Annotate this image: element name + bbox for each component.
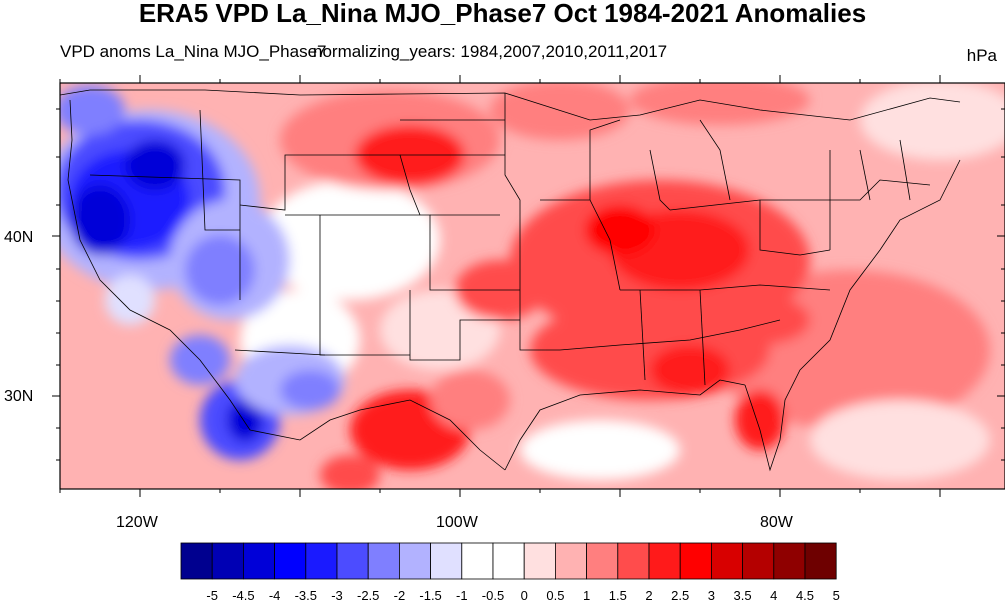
colorbar-swatch [398, 542, 431, 580]
colorbar-swatch [773, 542, 806, 580]
anomaly-field [60, 83, 1005, 489]
colorbar: -5 -4.5 -4 -3.5 -3 -2.5 -2 -1.5 -1 -0.5 0 0.5 1 1.5 2 2… [180, 542, 840, 603]
colorbar-swatch [679, 542, 712, 580]
colorbar-swatch [211, 542, 244, 580]
colorbar-swatch [180, 542, 213, 580]
colorbar-label: 4.5 [796, 588, 814, 603]
colorbar-label: -3.5 [295, 588, 317, 603]
colorbar-label: 1 [583, 588, 590, 603]
map-title: ERA5 VPD La_Nina MJO_Phase7 Oct 1984-202… [138, 0, 867, 28]
colorbar-label: -1 [456, 588, 468, 603]
colorbar-swatch [742, 542, 775, 580]
lon-label-80w: 80W [760, 514, 794, 531]
lon-label-120w: 120W [116, 514, 159, 531]
axis-ticks [52, 75, 1005, 497]
colorbar-swatch [648, 542, 681, 580]
colorbar-label: 0.5 [546, 588, 564, 603]
colorbar-label: 2.5 [671, 588, 689, 603]
colorbar-swatch [367, 542, 400, 580]
lat-label-30n: 30N [4, 388, 33, 405]
colorbar-swatch [305, 542, 338, 580]
colorbar-label: 3 [708, 588, 715, 603]
colorbar-swatch [523, 542, 556, 580]
map-frame [59, 82, 1005, 490]
colorbar-label: -2 [394, 588, 406, 603]
center-subtitle: normalizing_years: 1984,2007,2010,2011,2… [313, 42, 668, 61]
colorbar-label: 4 [770, 588, 777, 603]
colorbar-label: -0.5 [482, 588, 504, 603]
units-label: hPa [966, 46, 997, 65]
colorbar-label: -5 [206, 588, 218, 603]
boundaries [60, 89, 961, 472]
lat-label-40n: 40N [4, 229, 33, 246]
colorbar-swatch [804, 542, 837, 580]
colorbar-swatch [461, 542, 494, 580]
colorbar-label: -1.5 [419, 588, 441, 603]
colorbar-label: -2.5 [357, 588, 379, 603]
colorbar-swatch [617, 542, 650, 580]
colorbar-label: -3 [331, 588, 343, 603]
colorbar-swatch [711, 542, 744, 580]
colorbar-label: -4.5 [232, 588, 254, 603]
left-subtitle: VPD anoms La_Nina MJO_Phase7 [60, 42, 327, 61]
colorbar-swatch [492, 542, 525, 580]
colorbar-swatch [586, 542, 619, 580]
colorbar-swatch [336, 542, 369, 580]
colorbar-swatch [242, 542, 275, 580]
colorbar-label: 5 [833, 588, 840, 603]
lon-label-100w: 100W [436, 514, 479, 531]
colorbar-swatch [274, 542, 307, 580]
colorbar-swatch [430, 542, 463, 580]
colorbar-label: -4 [269, 588, 281, 603]
colorbar-label: 1.5 [609, 588, 627, 603]
colorbar-swatch [555, 542, 588, 580]
colorbar-label: 2 [645, 588, 652, 603]
colorbar-label: 3.5 [734, 588, 752, 603]
colorbar-label: 0 [521, 588, 528, 603]
